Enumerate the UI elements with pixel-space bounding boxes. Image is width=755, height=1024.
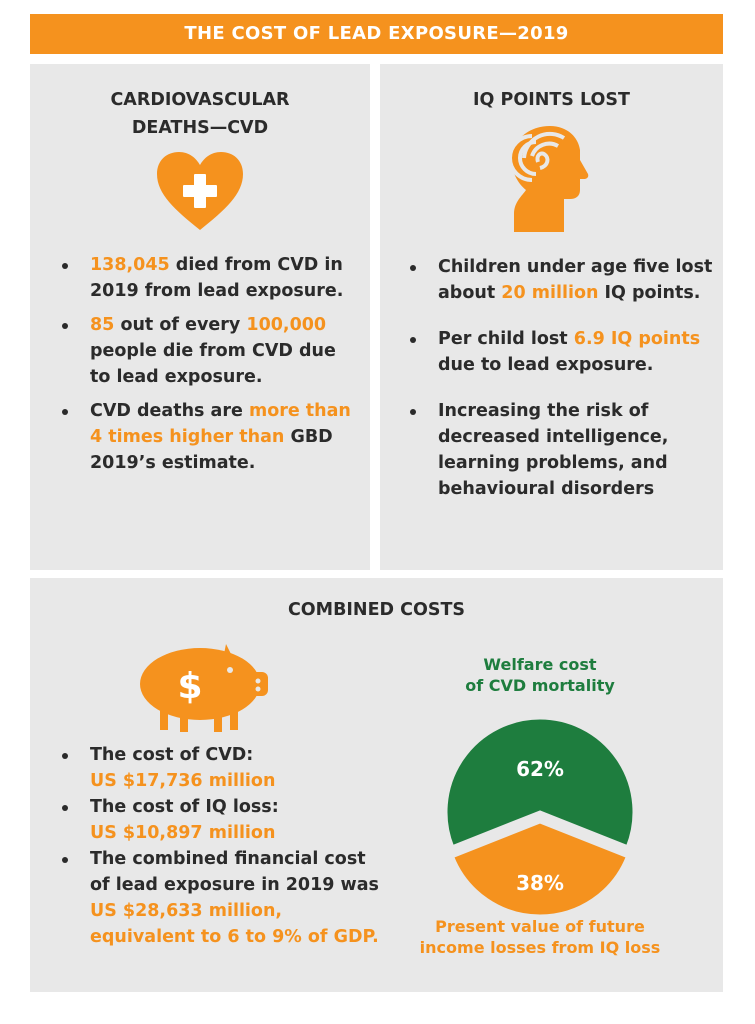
combined-title: COMBINED COSTS [287,600,466,620]
combined-panel: COMBINED COSTS $ The cost of CVD: US $17,… [30,578,723,992]
iq-bullet-2-text-a: Per child lost [438,329,574,349]
pie-slice-income [450,820,630,918]
iq-bullet-2-text-b: due to lead exposure. [438,355,654,375]
iq-bullet-1-text-a: Children under age five lost about [438,257,713,303]
combined-bullet-3: The combined financial cost of lead expo… [58,846,388,950]
pie-slice-welfare [444,716,636,849]
iq-bullet-1: Children under age five lost about 20 mi… [406,254,716,306]
iq-bullet-list: Children under age five lost about 20 mi… [406,254,716,502]
cost-pie-chart: 62% 38% [444,716,636,918]
page-banner: THE COST OF LEAD EXPOSURE—2019 [30,14,723,54]
iq-panel: IQ POINTS LOST Children under age five l… [380,64,723,570]
pie-label-income: 38% [516,871,564,895]
iq-cost-label: The cost of IQ loss: [90,797,279,817]
iq-bullet-3: Increasing the risk of decreased intelli… [406,398,716,502]
dollar-sign: $ [177,666,202,707]
cvd-bullet-3: CVD deaths are more than 4 times higher … [58,398,358,476]
combined-bullet-2: The cost of IQ loss: US $10,897 million [58,794,388,846]
income-legend: Present value of future income losses fr… [380,916,700,958]
banner-title: THE COST OF LEAD EXPOSURE—2019 [184,23,569,44]
combined-bullet-1: The cost of CVD: US $17,736 million [58,742,388,794]
head-brain-icon [508,126,589,232]
heart-plus-icon [157,152,243,230]
pie-label-welfare: 62% [516,757,564,781]
cvd-rate-denominator: 100,000 [246,315,327,335]
iq-per-child-loss: 6.9 IQ points [573,329,701,349]
cvd-bullet-2-text-b: people die from CVD due to lead exposure… [90,341,336,387]
iq-bullet-1-text-b: IQ points. [598,283,701,303]
combined-cost-label: The combined financial cost of lead expo… [90,849,379,895]
welfare-legend-line1: Welfare cost [483,655,597,674]
income-legend-line2: income losses from IQ loss [419,938,661,957]
iq-cost-value: US $10,897 million [90,823,276,843]
iq-total-loss: 20 million [501,283,599,303]
cvd-title-line2: DEATHS—CVD [131,118,269,138]
iq-bullet-2: Per child lost 6.9 IQ points due to lead… [406,326,716,378]
cvd-cost-value: US $17,736 million [90,771,276,791]
cvd-bullet-1-text: died from CVD in 2019 from lead exposure… [90,255,344,301]
cvd-cost-label: The cost of CVD: [90,745,254,765]
cvd-panel: CARDIOVASCULAR DEATHS—CVD 138,045 died f… [30,64,370,570]
cvd-bullet-1: 138,045 died from CVD in 2019 from lead … [58,252,358,304]
combined-bullet-list: The cost of CVD: US $17,736 million The c… [58,742,388,950]
welfare-legend: Welfare cost of CVD mortality [410,654,670,696]
cvd-rate-numerator: 85 [90,315,115,335]
cvd-bullet-3-text-b: GBD 2019’s estimate. [90,427,333,473]
piggy-bank-icon: $ [140,644,268,732]
cvd-bullet-2-text-a: out of every [114,315,247,335]
cvd-bullet-list: 138,045 died from CVD in 2019 from lead … [58,252,358,476]
income-legend-line1: Present value of future [435,917,645,936]
cvd-title-line1: CARDIOVASCULAR [110,90,290,110]
cvd-bullet-3-text-a: CVD deaths are [90,401,249,421]
iq-bullet-3-text: Increasing the risk of decreased intelli… [438,401,669,499]
cvd-bullet-2: 85 out of every 100,000 people die from … [58,312,358,390]
iq-title: IQ POINTS LOST [473,90,630,110]
cvd-title: CARDIOVASCULAR DEATHS—CVD [30,86,370,142]
welfare-legend-line2: of CVD mortality [465,676,615,695]
cvd-deaths-count: 138,045 [90,255,170,275]
combined-cost-value: US $28,633 million, equivalent to 6 to 9… [90,901,379,947]
cvd-comparison-highlight: more than 4 times higher than [90,401,351,447]
